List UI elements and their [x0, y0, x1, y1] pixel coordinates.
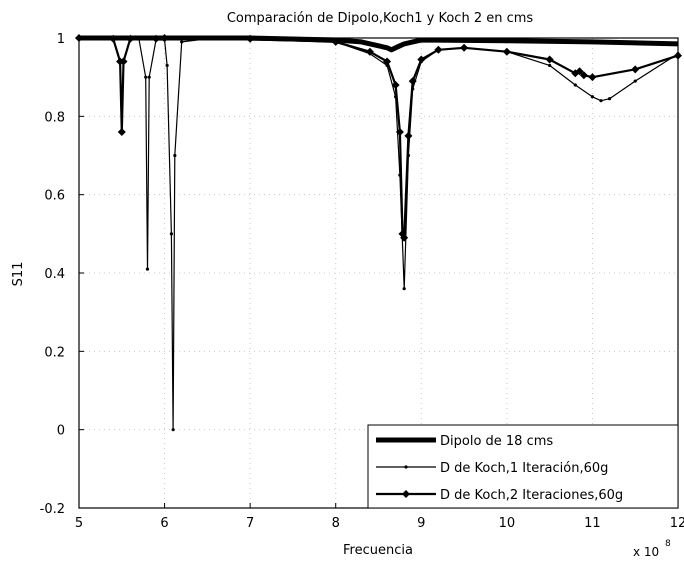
legend-item: D de Koch,1 Iteración,60g	[376, 461, 608, 476]
x-tick-label: 10	[499, 516, 516, 531]
x-axis-multiplier: x 10	[633, 545, 659, 559]
series-point	[147, 75, 151, 79]
series-point	[169, 232, 174, 236]
series-point	[588, 73, 597, 82]
series-point	[165, 63, 169, 68]
series-point	[331, 37, 340, 46]
series-point	[365, 47, 374, 56]
legend-label: D de Koch,1 Iteración,60g	[440, 461, 608, 476]
x-tick-label: 9	[417, 516, 425, 531]
series-point	[460, 43, 469, 52]
y-axis-ticks: 1 0.8 0.6 0.4 0.2 0 -0.2	[40, 32, 84, 517]
x-tick-label: 11	[584, 516, 601, 531]
series-point	[152, 34, 161, 43]
series-point	[395, 128, 404, 136]
legend-item: Dipolo de 18 cms	[376, 434, 553, 449]
series-point	[548, 63, 552, 68]
y-tick-label: 1	[57, 32, 65, 47]
series-point	[404, 131, 413, 140]
series-point	[502, 47, 511, 56]
series-point	[126, 34, 135, 43]
legend-item: D de Koch,2 Iteraciones,60g	[376, 488, 623, 503]
series-point	[404, 465, 408, 469]
series-point	[117, 128, 126, 136]
y-tick-label: 0.6	[44, 189, 65, 204]
series-point	[171, 428, 175, 432]
series-point	[391, 81, 400, 89]
series-point	[383, 57, 392, 66]
y-tick-label: 0.8	[44, 110, 65, 125]
series-point	[408, 77, 417, 86]
series-point	[599, 99, 603, 103]
x-tick-label: 8	[332, 516, 340, 531]
series-point	[434, 45, 443, 54]
legend: Dipolo de 18 cms D de Koch,1 Iteración,60…	[367, 424, 679, 509]
series-point	[173, 153, 177, 158]
x-tick-label: 5	[75, 516, 83, 531]
series-point	[579, 71, 588, 80]
x-axis-multiplier-exponent: 8	[665, 539, 671, 549]
y-tick-label: 0.2	[44, 345, 65, 360]
series-3	[75, 34, 682, 242]
x-tick-label: 6	[160, 516, 168, 531]
series-point	[180, 40, 184, 44]
series-point	[417, 55, 426, 64]
y-axis-label: S11	[11, 262, 26, 287]
series-point	[607, 97, 612, 101]
series-layer	[75, 34, 682, 432]
series-point	[575, 67, 584, 76]
series-point	[590, 95, 595, 99]
series-1	[79, 35, 679, 53]
series-point	[109, 34, 118, 43]
series-point	[145, 267, 150, 271]
x-axis-label: Frecuencia	[343, 543, 413, 558]
grid	[79, 38, 678, 508]
y-tick-label: 0.4	[44, 267, 65, 282]
x-tick-label: 7	[246, 516, 254, 531]
y-tick-label: 0	[57, 424, 65, 439]
series-point	[246, 34, 255, 43]
series-point	[545, 55, 554, 64]
x-tick-label: 12	[670, 516, 684, 531]
series-point	[402, 287, 406, 291]
chart-title: Comparación de Dipolo,Koch1 y Koch 2 en …	[227, 11, 534, 26]
legend-label: D de Koch,2 Iteraciones,60g	[440, 488, 623, 503]
series-point	[573, 83, 577, 87]
series-line	[79, 35, 679, 53]
y-tick-label: -0.2	[40, 502, 65, 517]
series-point	[402, 490, 410, 498]
series-point	[633, 79, 637, 83]
series-point	[144, 75, 148, 79]
series-point	[631, 65, 640, 74]
legend-label: Dipolo de 18 cms	[440, 434, 553, 449]
series-point	[119, 57, 128, 66]
series-point	[400, 233, 409, 242]
